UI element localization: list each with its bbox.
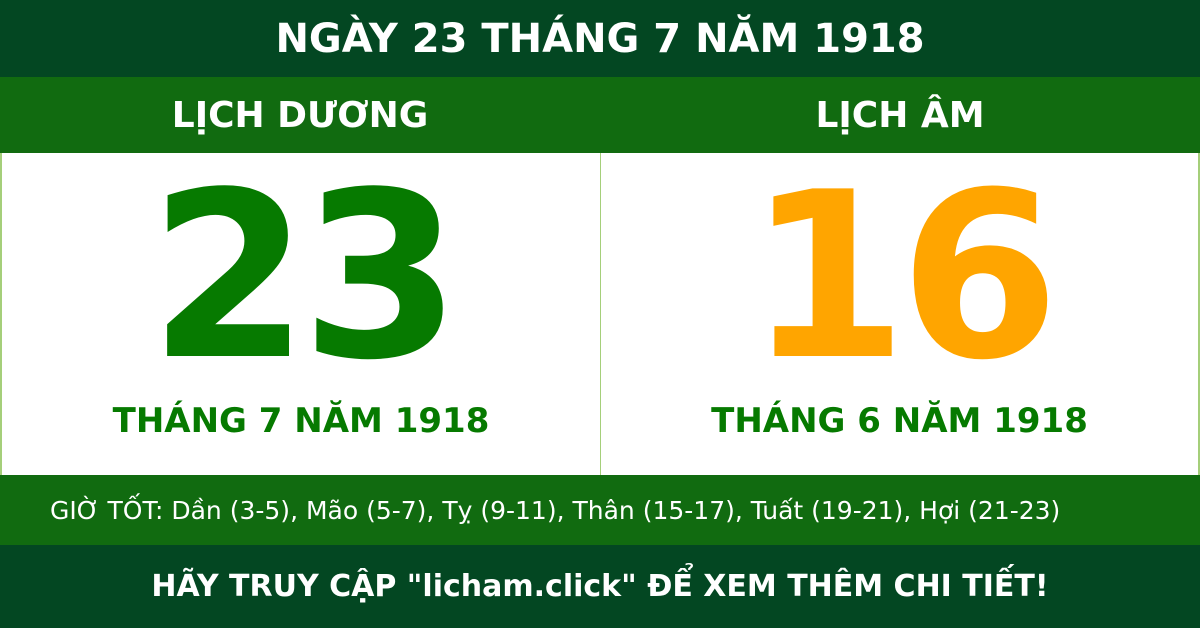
solar-day: 23 bbox=[148, 144, 461, 411]
solar-calendar-header: LỊCH DƯƠNG bbox=[0, 77, 600, 153]
page-title: NGÀY 23 THÁNG 7 NĂM 1918 bbox=[0, 0, 1200, 77]
solar-month-year: THÁNG 7 NĂM 1918 bbox=[112, 401, 490, 441]
lunar-panel: 16 THÁNG 6 NĂM 1918 bbox=[600, 153, 1200, 475]
lunar-month-year: THÁNG 6 NĂM 1918 bbox=[711, 401, 1088, 441]
solar-panel: 23 THÁNG 7 NĂM 1918 bbox=[0, 153, 600, 475]
lunar-day: 16 bbox=[747, 144, 1059, 411]
lunar-calendar-header: LỊCH ÂM bbox=[600, 77, 1200, 153]
footer-cta: HÃY TRUY CẬP "licham.click" ĐỂ XEM THÊM … bbox=[0, 545, 1200, 628]
good-hours: GIỜ TỐT: Dần (3-5), Mão (5-7), Tỵ (9-11)… bbox=[0, 475, 1200, 545]
